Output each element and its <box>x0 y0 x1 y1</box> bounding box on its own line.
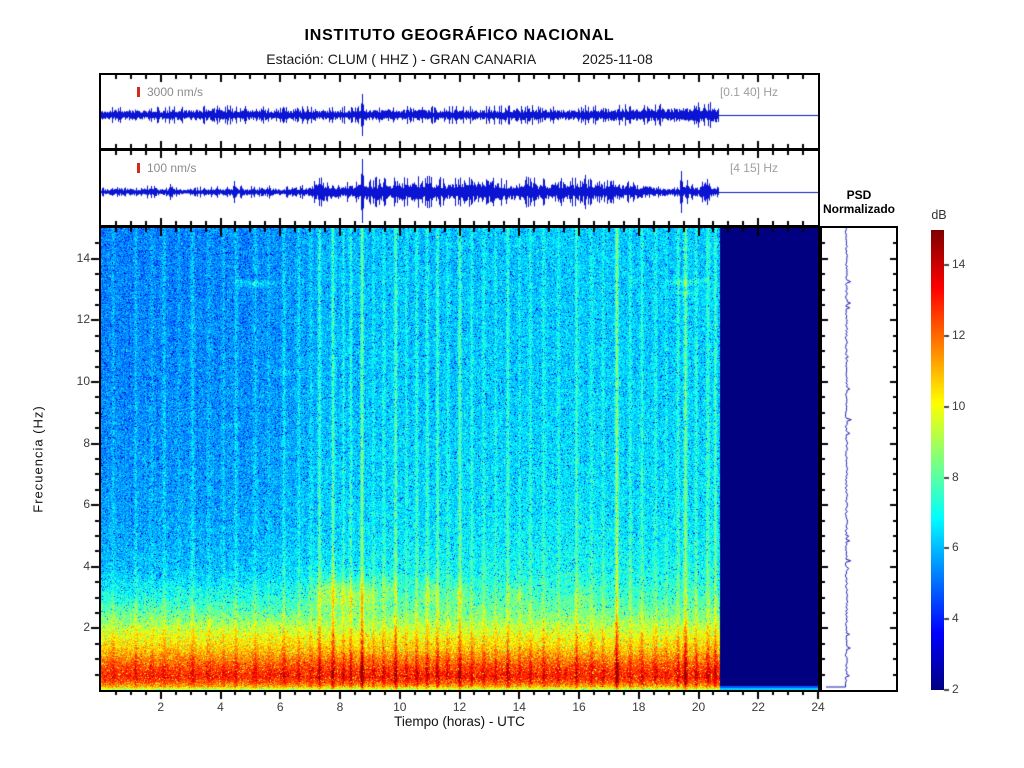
y-tick-label: 8 <box>83 435 90 450</box>
x-tick-label: 22 <box>751 700 765 714</box>
x-tick-label: 12 <box>452 700 467 714</box>
x-tick-label: 14 <box>512 700 526 714</box>
colorbar-tick-label: 10 <box>952 398 966 413</box>
filter-band-label: [4 15] Hz <box>729 161 778 175</box>
psd-curve <box>822 228 896 690</box>
x-axis-label: Tiempo (horas) - UTC <box>394 714 525 729</box>
y-tick-label: 14 <box>76 250 90 265</box>
seismogram-filtered-trace <box>101 151 818 225</box>
colorbar-tick-label: 12 <box>952 328 966 343</box>
scale-indicator-filtered: 100 nm/s <box>137 161 196 175</box>
x-tick-label: 16 <box>572 700 586 714</box>
y-tick-label: 4 <box>83 558 90 573</box>
colorbar-unit-label: dB <box>931 208 947 222</box>
colorbar-tick-label: 2 <box>952 682 959 696</box>
x-tick-label: 10 <box>393 700 407 714</box>
x-tick-label: 8 <box>336 700 344 714</box>
scale-label: 100 nm/s <box>147 161 197 175</box>
x-tick-label: 2 <box>157 700 165 714</box>
y-tick-label: 6 <box>83 497 90 512</box>
x-tick-label: 24 <box>811 700 825 714</box>
date-label: 2025-11-08 <box>582 51 653 67</box>
x-tick-label: 20 <box>691 700 706 714</box>
seismogram-filtered-panel: 100 nm/s [4 15] Hz <box>99 149 820 227</box>
colorbar-tick-label: 6 <box>952 540 959 555</box>
spectrogram-heatmap <box>101 228 818 690</box>
x-tick-label: 6 <box>276 700 284 714</box>
seismogram-broadband-trace <box>101 75 818 148</box>
station-label: Estación: CLUM ( HHZ ) - GRAN CANARIA <box>266 51 537 67</box>
psd-panel <box>820 226 898 692</box>
scale-marker-icon <box>137 87 140 97</box>
colorbar <box>931 230 944 690</box>
y-tick-label: 10 <box>76 374 90 388</box>
y-axis-label: Frecuencia (Hz) <box>30 405 46 513</box>
scale-label: 3000 nm/s <box>147 85 204 99</box>
filter-band-label: [0.1 40] Hz <box>719 85 778 99</box>
x-tick-label: 4 <box>217 700 224 714</box>
scale-indicator-broadband: 3000 nm/s <box>137 85 203 99</box>
page-title: INSTITUTO GEOGRÁFICO NACIONAL <box>304 27 615 44</box>
subtitle: Estación: CLUM ( HHZ ) - GRAN CANARIA 20… <box>101 51 818 67</box>
colorbar-tick-label: 4 <box>952 611 959 626</box>
psd-title: PSD Normalizado <box>822 188 895 216</box>
colorbar-tick-label: 14 <box>952 257 966 272</box>
y-tick-label: 2 <box>83 620 90 635</box>
seismogram-broadband-panel: 3000 nm/s [0.1 40] Hz <box>99 73 820 150</box>
x-tick-label: 18 <box>632 700 646 714</box>
scale-marker-icon <box>137 163 140 173</box>
spectrogram-panel <box>99 226 820 692</box>
colorbar-tick-label: 8 <box>952 469 959 484</box>
y-tick-label: 12 <box>76 312 90 327</box>
